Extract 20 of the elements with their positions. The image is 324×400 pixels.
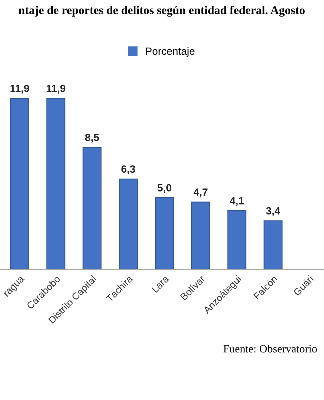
data-label: 8,5: [85, 134, 100, 143]
data-label: 4,1: [230, 197, 244, 206]
bar: [155, 198, 174, 270]
data-label: 6,3: [122, 166, 136, 175]
data-label: 11,9: [10, 84, 30, 94]
chart-title: ntaje de reportes de delitos según entidad federal. Agosto: [18, 6, 305, 17]
bar: [264, 220, 283, 270]
data-label: 11,9: [46, 84, 66, 94]
source-note: Fuente: Observatorio: [224, 344, 318, 353]
legend-label: Porcentaje: [146, 47, 195, 58]
bar: [228, 210, 247, 270]
bar: [46, 98, 66, 270]
bar: [119, 178, 138, 270]
data-label: 3,4: [266, 207, 281, 216]
bar: [191, 202, 210, 270]
data-label: 4,7: [194, 188, 208, 198]
x-tick-label: Lara: [152, 275, 170, 294]
bar: [10, 98, 30, 270]
bar: [82, 147, 102, 270]
data-label: 5,0: [158, 184, 172, 194]
